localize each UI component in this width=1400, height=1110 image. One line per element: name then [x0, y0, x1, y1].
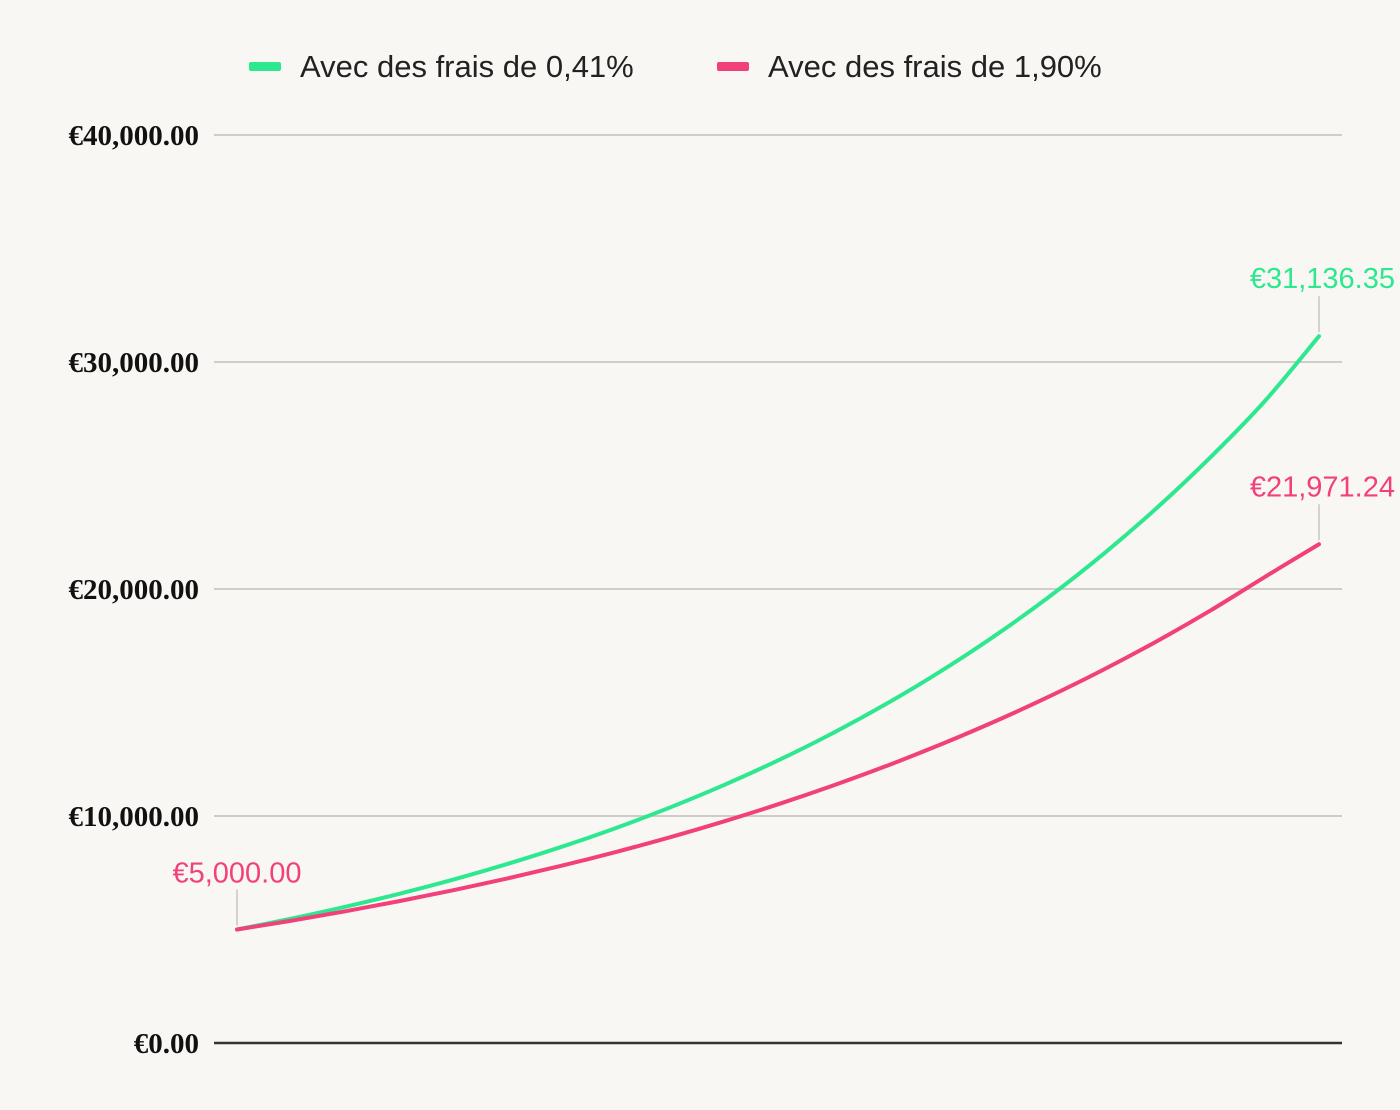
y-tick-label-0: €0.00	[134, 1028, 199, 1060]
series-line-2	[235, 542, 1321, 932]
data-labels: €31,136.35 €21,971.24 €5,000.00	[172, 263, 1395, 926]
gridlines	[214, 134, 1342, 1045]
y-axis-tick-labels: €0.00 €10,000.00 €20,000.00 €30,000.00 €40,0…	[69, 120, 200, 1060]
y-tick-label-2: €20,000.00	[69, 574, 200, 606]
legend: Avec des frais de 0,41% Avec des frais d…	[249, 49, 1102, 84]
series-line-1	[235, 334, 1321, 932]
legend-label-series-1: Avec des frais de 0,41%	[300, 49, 634, 84]
series-lines	[235, 334, 1321, 932]
legend-label-series-2: Avec des frais de 1,90%	[768, 49, 1102, 84]
end-value-label-1: €31,136.35	[1250, 263, 1395, 295]
legend-swatch-series-1	[249, 62, 281, 71]
end-value-label-2: €21,971.24	[1250, 471, 1395, 503]
legend-swatch-series-2	[717, 62, 749, 71]
start-value-label-2: €5,000.00	[172, 858, 301, 890]
y-tick-label-1: €10,000.00	[69, 801, 200, 833]
y-tick-label-3: €30,000.00	[69, 347, 200, 379]
y-tick-label-4: €40,000.00	[69, 120, 200, 152]
